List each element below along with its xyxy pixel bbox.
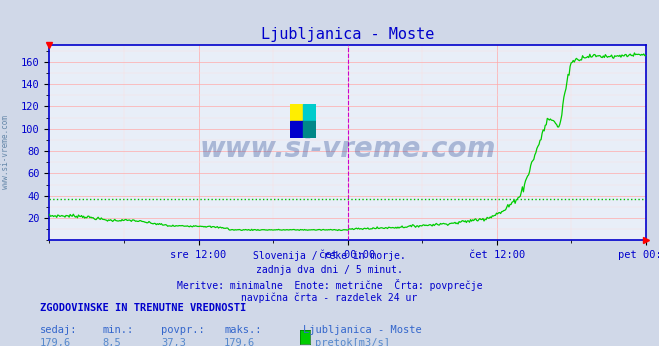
Text: 179,6: 179,6 xyxy=(40,338,71,346)
Text: pretok[m3/s]: pretok[m3/s] xyxy=(315,338,390,346)
Text: 179,6: 179,6 xyxy=(224,338,255,346)
Text: sedaj:: sedaj: xyxy=(40,325,77,335)
Text: min.:: min.: xyxy=(102,325,133,335)
Bar xyxy=(303,121,316,138)
Text: Ljubljanica - Moste: Ljubljanica - Moste xyxy=(303,325,422,335)
Text: navpična črta - razdelek 24 ur: navpična črta - razdelek 24 ur xyxy=(241,292,418,303)
Text: www.si-vreme.com: www.si-vreme.com xyxy=(1,115,10,189)
Text: ZGODOVINSKE IN TRENUTNE VREDNOSTI: ZGODOVINSKE IN TRENUTNE VREDNOSTI xyxy=(40,303,246,313)
Text: maks.:: maks.: xyxy=(224,325,262,335)
Text: Slovenija / reke in morje.: Slovenija / reke in morje. xyxy=(253,251,406,261)
Text: Meritve: minimalne  Enote: metrične  Črta: povprečje: Meritve: minimalne Enote: metrične Črta:… xyxy=(177,279,482,291)
Bar xyxy=(303,104,316,121)
Text: 8,5: 8,5 xyxy=(102,338,121,346)
Title: Ljubljanica - Moste: Ljubljanica - Moste xyxy=(261,27,434,43)
Text: povpr.:: povpr.: xyxy=(161,325,205,335)
Text: zadnja dva dni / 5 minut.: zadnja dva dni / 5 minut. xyxy=(256,265,403,275)
Text: 37,3: 37,3 xyxy=(161,338,186,346)
Bar xyxy=(290,104,303,121)
Bar xyxy=(290,121,303,138)
Text: www.si-vreme.com: www.si-vreme.com xyxy=(200,135,496,163)
